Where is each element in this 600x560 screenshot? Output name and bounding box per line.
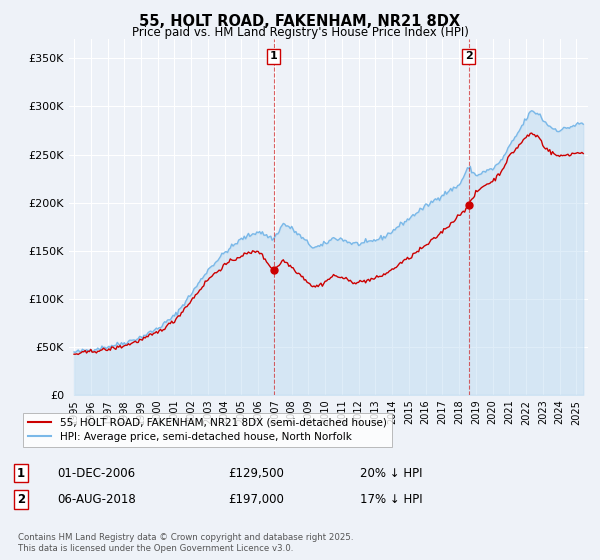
Text: 1: 1 bbox=[17, 466, 25, 480]
Text: Price paid vs. HM Land Registry's House Price Index (HPI): Price paid vs. HM Land Registry's House … bbox=[131, 26, 469, 39]
Legend: 55, HOLT ROAD, FAKENHAM, NR21 8DX (semi-detached house), HPI: Average price, sem: 55, HOLT ROAD, FAKENHAM, NR21 8DX (semi-… bbox=[23, 413, 392, 447]
Text: 20% ↓ HPI: 20% ↓ HPI bbox=[360, 466, 422, 480]
Text: 1: 1 bbox=[270, 52, 277, 62]
Text: 2: 2 bbox=[465, 52, 473, 62]
Text: 06-AUG-2018: 06-AUG-2018 bbox=[57, 493, 136, 506]
Text: £129,500: £129,500 bbox=[228, 466, 284, 480]
Text: 55, HOLT ROAD, FAKENHAM, NR21 8DX: 55, HOLT ROAD, FAKENHAM, NR21 8DX bbox=[139, 14, 461, 29]
Text: 17% ↓ HPI: 17% ↓ HPI bbox=[360, 493, 422, 506]
Text: 01-DEC-2006: 01-DEC-2006 bbox=[57, 466, 135, 480]
Text: Contains HM Land Registry data © Crown copyright and database right 2025.
This d: Contains HM Land Registry data © Crown c… bbox=[18, 533, 353, 553]
Text: 2: 2 bbox=[17, 493, 25, 506]
Text: £197,000: £197,000 bbox=[228, 493, 284, 506]
